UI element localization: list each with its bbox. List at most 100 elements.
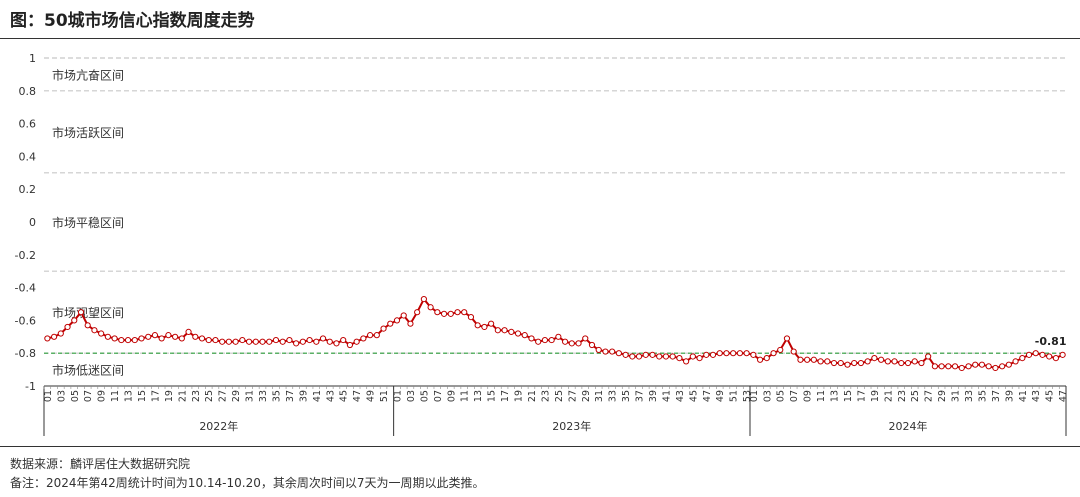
- x-tick-label: 27: [567, 390, 578, 402]
- data-point: [871, 355, 878, 362]
- data-point: [508, 328, 515, 335]
- data-point: [205, 336, 212, 344]
- x-tick-label: 19: [870, 390, 881, 402]
- data-point: [1032, 350, 1039, 357]
- data-point: [629, 353, 636, 360]
- data-point: [1019, 355, 1026, 362]
- data-point: [434, 309, 441, 316]
- data-point: [709, 351, 717, 358]
- x-tick-label: 51: [729, 390, 740, 402]
- data-point: [904, 359, 912, 367]
- x-tick-label: 23: [191, 390, 202, 402]
- x-tick-label: 31: [594, 390, 605, 402]
- data-point: [999, 363, 1006, 370]
- data-point: [958, 364, 965, 372]
- x-tick-label: 21: [527, 390, 538, 402]
- data-point: [978, 361, 986, 368]
- data-point: [750, 351, 757, 358]
- x-tick-label: 09: [446, 390, 457, 402]
- x-tick-label: 03: [762, 390, 773, 402]
- x-tick-label: 43: [1031, 390, 1042, 402]
- x-tick-label: 49: [366, 390, 377, 402]
- data-point: [844, 361, 851, 368]
- data-point: [259, 338, 266, 345]
- x-tick-label: 27: [218, 390, 229, 402]
- data-point: [313, 338, 320, 345]
- data-point: [145, 333, 152, 340]
- data-point: [474, 322, 481, 329]
- footnote: 备注：2024年第42周统计时间为10.14-10.20，其余周次时间以7天为一…: [10, 476, 485, 490]
- year-label: 2023年: [552, 419, 591, 433]
- y-tick-label: 0: [29, 216, 36, 229]
- x-tick-label: 25: [554, 390, 565, 402]
- zone-label: 市场观望区间: [52, 305, 124, 320]
- x-tick-label: 43: [675, 390, 686, 402]
- data-point: [730, 350, 737, 357]
- data-point: [609, 348, 616, 355]
- data-point: [575, 340, 582, 347]
- x-tick-label: 21: [177, 390, 188, 402]
- data-point: [541, 336, 549, 344]
- x-tick-label: 01: [392, 390, 403, 402]
- data-point: [918, 359, 925, 367]
- data-point: [266, 338, 273, 345]
- x-tick-label: 31: [245, 390, 256, 402]
- x-tick-label: 29: [581, 390, 592, 402]
- x-tick-label: 15: [137, 390, 148, 402]
- y-tick-label: 0.8: [19, 85, 37, 98]
- data-point: [373, 332, 380, 339]
- data-point: [568, 340, 575, 347]
- x-tick-label: 15: [843, 390, 854, 402]
- x-tick-label: 45: [1045, 390, 1056, 402]
- data-point: [1012, 358, 1019, 365]
- data-point: [615, 350, 622, 357]
- data-point: [945, 363, 952, 370]
- title-divider: [0, 38, 1080, 39]
- data-point: [770, 350, 777, 357]
- zone-label: 市场平稳区间: [52, 215, 124, 230]
- series-line: [47, 297, 1064, 370]
- x-tick-label: 03: [56, 390, 67, 402]
- data-point: [333, 340, 340, 347]
- y-tick-label: -1: [25, 380, 36, 393]
- data-point: [111, 335, 118, 342]
- data-point: [400, 312, 407, 319]
- data-point: [669, 353, 676, 360]
- x-tick-label: 07: [433, 390, 444, 402]
- data-point: [407, 320, 414, 327]
- data-point: [481, 323, 488, 331]
- data-point: [716, 350, 723, 357]
- data-point: [178, 335, 185, 342]
- data-point: [50, 333, 58, 340]
- data-point: [366, 332, 374, 339]
- data-point: [272, 336, 280, 344]
- x-tick-label: 33: [608, 390, 619, 402]
- x-tick-label: 05: [70, 390, 81, 402]
- data-point: [649, 351, 656, 358]
- data-point: [555, 333, 562, 340]
- data-point: [461, 309, 468, 316]
- data-point: [582, 335, 589, 342]
- data-point: [71, 317, 78, 324]
- data-point: [703, 351, 710, 358]
- data-point: [662, 353, 670, 360]
- data-point: [387, 320, 394, 327]
- x-tick-label: 11: [460, 390, 471, 402]
- data-point: [158, 335, 165, 342]
- data-point: [98, 330, 105, 337]
- data-point: [804, 356, 811, 363]
- x-tick-label: 15: [487, 390, 498, 402]
- data-point: [427, 304, 434, 311]
- year-label: 2024年: [888, 419, 927, 433]
- data-point: [1039, 351, 1046, 358]
- data-point: [898, 359, 905, 367]
- data-point: [225, 338, 233, 345]
- x-tick-label: 53: [742, 390, 753, 402]
- confidence-index-chart: 1 0.8 0.6 0.4 0.2 0 -0.2 -0.4 -0.6 -0.8 -1 市场亢奋区间市…: [15, 52, 1069, 436]
- data-point: [118, 336, 125, 344]
- data-point: [131, 336, 138, 344]
- x-tick-label: 09: [97, 390, 108, 402]
- series-line-path: [47, 297, 1064, 370]
- data-point: [239, 336, 246, 344]
